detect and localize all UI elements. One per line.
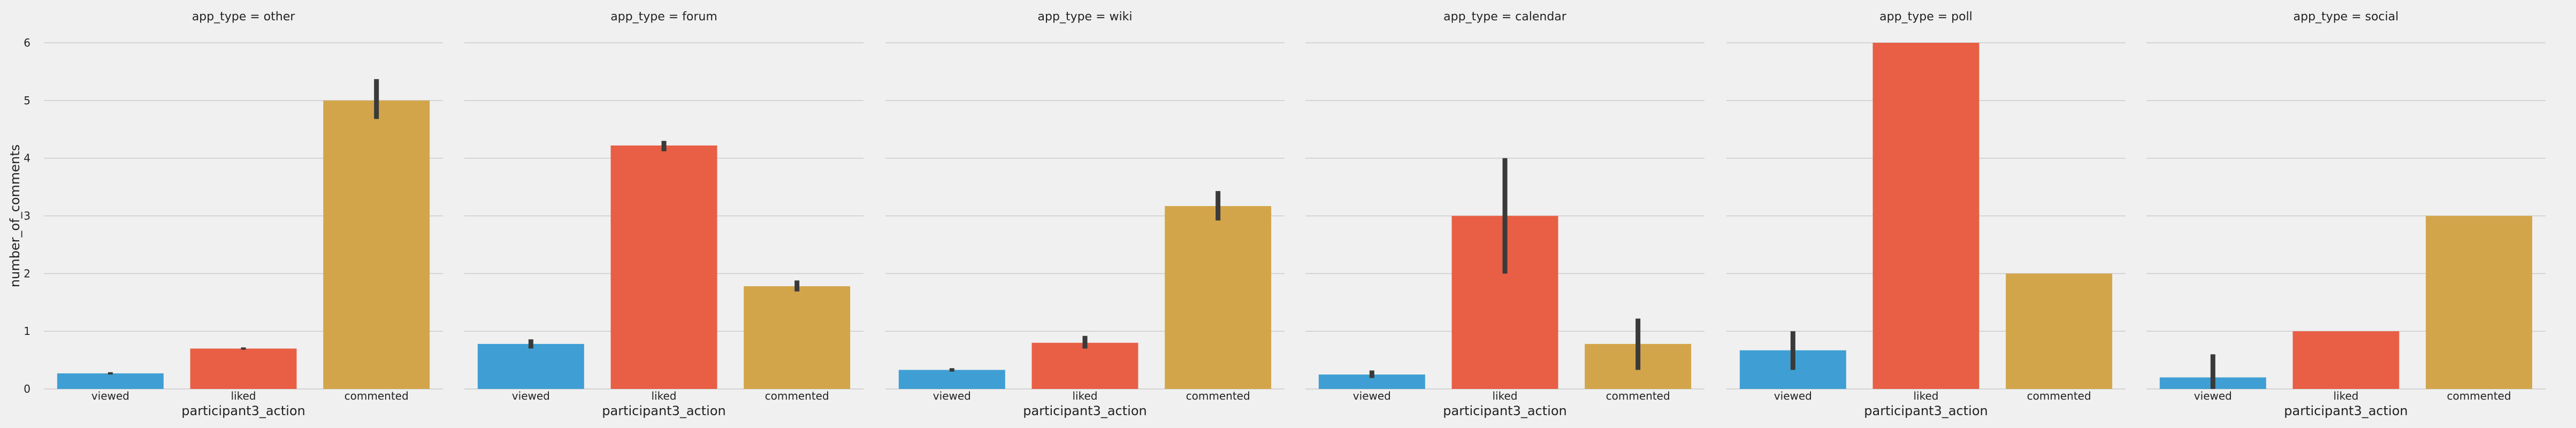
x-tick-label: commented [1606,389,1670,402]
facet-title: app_type = forum [610,10,717,24]
x-tick-label: liked [652,389,677,402]
y-tick-label: 5 [24,94,30,107]
x-axis-label: participant3_action [602,403,725,418]
x-tick-label: commented [1186,389,1250,402]
bar-liked [2292,331,2399,389]
x-tick-label: viewed [512,389,550,402]
bar-commented [744,286,851,389]
x-tick-label: commented [345,389,409,402]
bar-liked [190,348,297,389]
facet-title: app_type = poll [1879,10,1973,24]
x-axis-label: participant3_action [1443,403,1566,418]
x-tick-label: liked [1073,389,1098,402]
y-tick-label: 0 [24,383,30,395]
y-tick-label: 6 [24,36,30,49]
facet-title: app_type = other [192,10,296,24]
x-tick-label: viewed [933,389,971,402]
bar-viewed [57,373,164,389]
x-axis-label: participant3_action [2284,403,2407,418]
y-tick-label: 1 [24,325,30,338]
facet-title: app_type = calendar [1443,10,1567,24]
x-axis-label: participant3_action [1023,403,1146,418]
x-tick-label: viewed [2194,389,2232,402]
y-tick-label: 2 [24,267,30,280]
bar-liked [1031,342,1138,389]
x-axis-label: participant3_action [181,403,305,418]
bar-viewed [477,343,584,389]
x-tick-label: viewed [1774,389,1812,402]
x-tick-label: commented [765,389,829,402]
bar-viewed [898,370,1005,389]
y-tick-label: 3 [24,210,30,223]
x-tick-label: viewed [1353,389,1391,402]
x-tick-label: liked [1914,389,1939,402]
bar-commented [1165,206,1272,389]
y-tick-label: 4 [24,152,30,165]
bar-commented [323,100,430,389]
x-tick-label: viewed [91,389,129,402]
bar-liked [610,145,717,389]
x-tick-label: commented [2027,389,2091,402]
x-tick-label: liked [231,389,256,402]
x-tick-label: liked [2334,389,2359,402]
bar-liked [1872,43,1979,389]
x-tick-label: commented [2447,389,2511,402]
bar-commented [2006,273,2113,389]
x-axis-label: participant3_action [1864,403,1988,418]
facet-title: app_type = wiki [1038,10,1133,24]
y-axis-label: number_of_comments [7,144,22,287]
facet-title: app_type = social [2294,10,2399,24]
bar-commented [2426,216,2533,389]
x-tick-label: liked [1493,389,1518,402]
